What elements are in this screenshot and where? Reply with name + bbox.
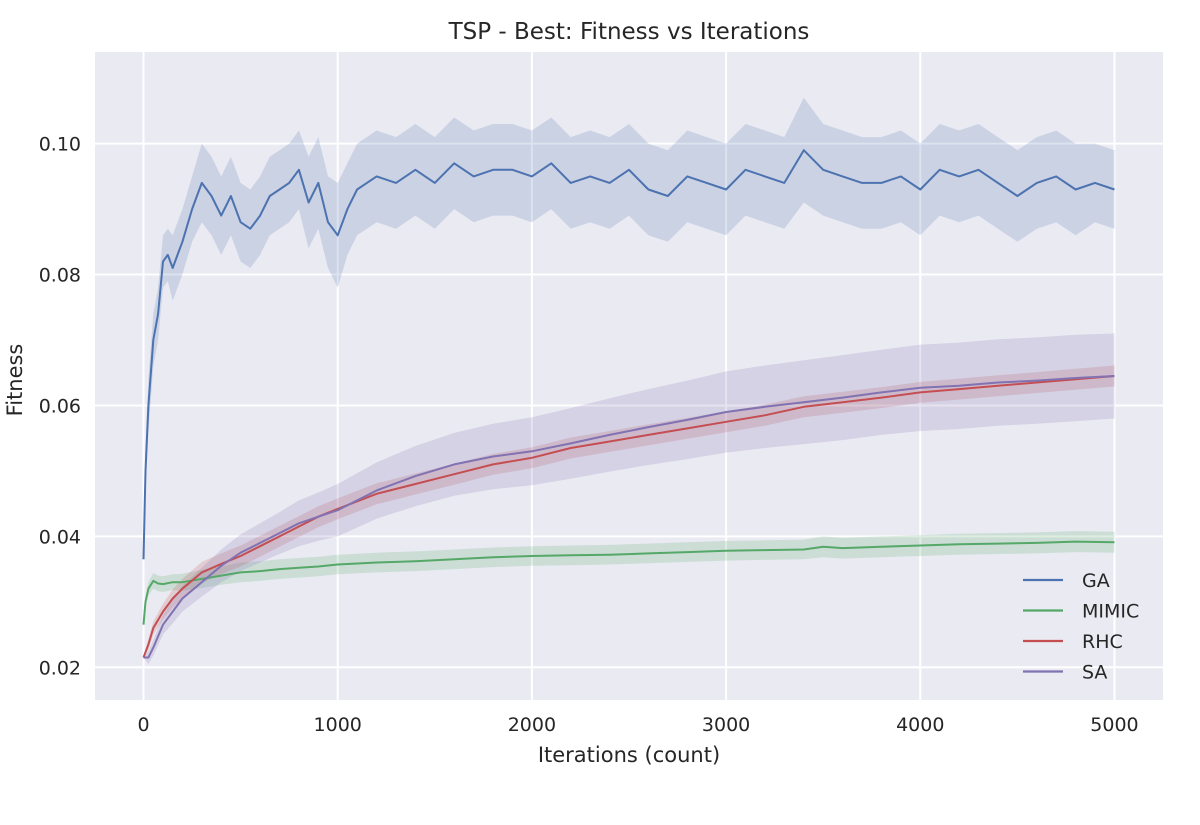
y-tick-labels: 0.02 0.04 0.06 0.08 0.10 bbox=[39, 134, 81, 680]
ga-series-line bbox=[142, 149, 1115, 560]
x-tick-label: 5000 bbox=[1090, 714, 1138, 736]
x-tick-label: 2000 bbox=[508, 714, 556, 736]
series-lines bbox=[142, 149, 1115, 659]
plot-background bbox=[95, 52, 1163, 700]
sa-confidence-band bbox=[143, 333, 1115, 664]
legend: GA MIMIC RHC SA bbox=[1023, 570, 1139, 684]
mimic-confidence-band bbox=[143, 531, 1115, 625]
confidence-bands bbox=[143, 97, 1115, 664]
y-tick-label: 0.06 bbox=[39, 395, 81, 417]
x-tick-label: 0 bbox=[137, 714, 149, 736]
legend-label-mimic: MIMIC bbox=[1082, 601, 1139, 623]
y-tick-label: 0.08 bbox=[39, 265, 81, 287]
rhc-confidence-band bbox=[143, 365, 1115, 658]
y-tick-label: 0.02 bbox=[39, 657, 81, 679]
rhc-series-line bbox=[142, 375, 1115, 658]
legend-label-sa: SA bbox=[1082, 662, 1107, 684]
sa-series-line bbox=[143, 375, 1115, 659]
y-tick-label: 0.10 bbox=[39, 134, 81, 156]
y-axis-label: Fitness bbox=[3, 344, 27, 417]
x-tick-label: 4000 bbox=[896, 714, 944, 736]
x-tick-label: 1000 bbox=[314, 714, 362, 736]
mimic-series-line bbox=[142, 540, 1115, 625]
ga-confidence-band bbox=[143, 97, 1115, 560]
x-axis-label: Iterations (count) bbox=[538, 743, 720, 767]
legend-label-rhc: RHC bbox=[1082, 631, 1123, 653]
chart-title: TSP - Best: Fitness vs Iterations bbox=[448, 19, 810, 45]
legend-label-ga: GA bbox=[1082, 570, 1110, 592]
x-tick-labels: 0 1000 2000 3000 4000 5000 bbox=[137, 714, 1138, 736]
y-tick-label: 0.04 bbox=[39, 526, 81, 548]
x-tick-label: 3000 bbox=[702, 714, 750, 736]
